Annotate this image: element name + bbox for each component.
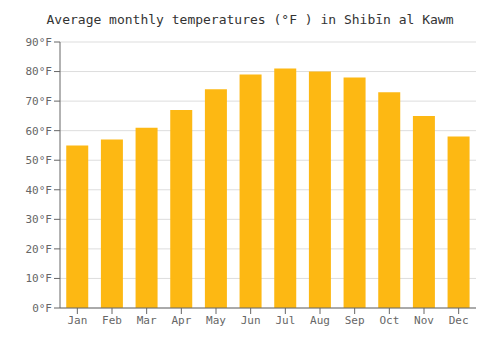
svg-text:Aug: Aug [310, 314, 330, 327]
svg-text:90°F: 90°F [26, 36, 53, 49]
svg-text:70°F: 70°F [26, 95, 53, 108]
svg-text:Sep: Sep [345, 314, 365, 327]
svg-text:20°F: 20°F [26, 243, 53, 256]
svg-text:50°F: 50°F [26, 154, 53, 167]
svg-text:80°F: 80°F [26, 65, 53, 78]
svg-text:Oct: Oct [379, 314, 399, 327]
svg-text:10°F: 10°F [26, 272, 53, 285]
svg-text:Jun: Jun [241, 314, 261, 327]
svg-text:30°F: 30°F [26, 213, 53, 226]
svg-text:0°F: 0°F [32, 302, 52, 315]
svg-text:Dec: Dec [449, 314, 469, 327]
html-text:Average monthly temperatures (: Average monthly temperatures (°F ) in Sh… [46, 12, 454, 27]
svg-text:May: May [206, 314, 226, 327]
svg-text:Jan: Jan [67, 314, 87, 327]
svg-text:40°F: 40°F [26, 184, 53, 197]
svg-text:Apr: Apr [171, 314, 191, 327]
svg-text:Jul: Jul [275, 314, 295, 327]
svg-text:60°F: 60°F [26, 125, 53, 138]
svg-text:Mar: Mar [137, 314, 157, 327]
svg-text:Nov: Nov [414, 314, 434, 327]
svg-text:Feb: Feb [102, 314, 122, 327]
